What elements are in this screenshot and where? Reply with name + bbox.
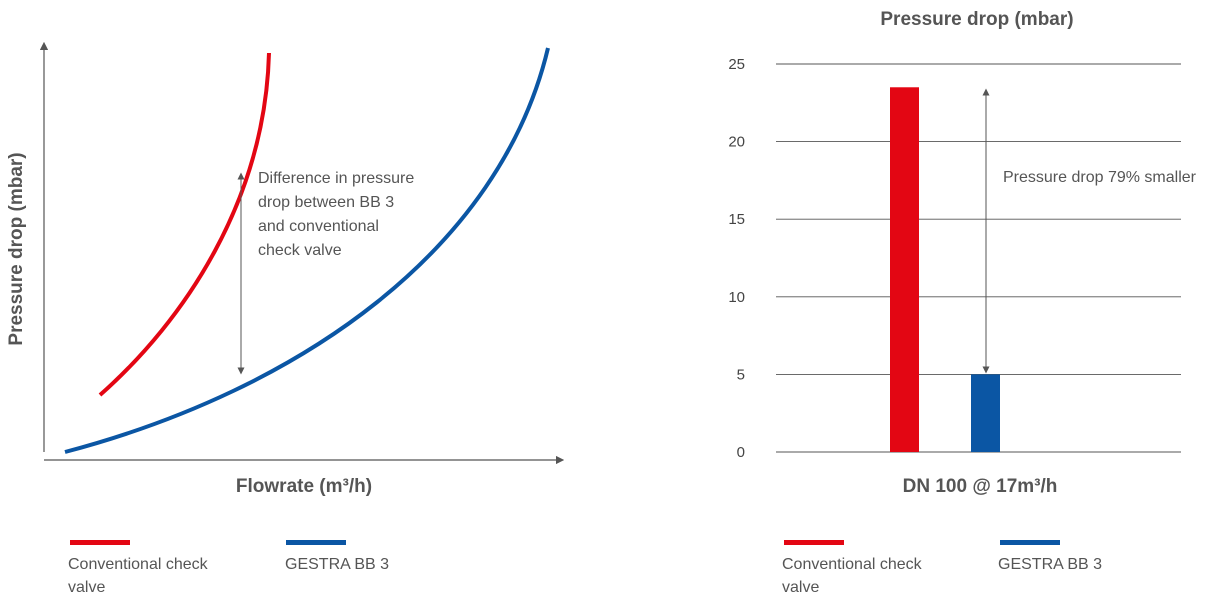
left-chart: Pressure drop (mbar) Flowrate (m³/h) Dif… — [6, 41, 565, 497]
legend-label-conventional-right-line-2: valve — [782, 579, 820, 596]
y-tick-label: 15 — [728, 211, 745, 228]
pressure-drop-annotation: Pressure drop 79% smaller — [1003, 169, 1197, 186]
left-y-axis-label: Pressure drop (mbar) — [6, 152, 27, 345]
right-bars — [890, 87, 1000, 452]
y-tick-label: 10 — [728, 289, 745, 306]
legend-label-gestra: GESTRA BB 3 — [285, 553, 389, 576]
difference-annotation-line-1: Difference in pressure — [258, 170, 414, 187]
series-line-gestra — [64, 47, 550, 454]
y-tick-label: 5 — [737, 366, 745, 383]
legend-label-conventional-right: Conventional check valve — [782, 553, 922, 599]
difference-annotation-line-4: check valve — [258, 242, 342, 259]
left-x-axis-label: Flowrate (m³/h) — [236, 476, 372, 497]
legend-swatch-conventional-right — [784, 540, 844, 545]
legend-label-gestra-right-line-1: GESTRA BB 3 — [998, 556, 1103, 573]
legend-label-conventional-right-line-1: Conventional check — [782, 556, 922, 573]
y-tick-label: 0 — [737, 444, 745, 461]
bar-gestra — [971, 374, 1000, 452]
right-chart-title: Pressure drop (mbar) — [880, 9, 1073, 30]
right-y-tick-labels: 0 5 10 15 20 25 — [728, 56, 745, 461]
difference-annotation-line-2: drop between BB 3 — [258, 194, 394, 211]
right-x-axis-label: DN 100 @ 17m³/h — [903, 476, 1058, 497]
right-chart: Pressure drop (mbar) 0 5 10 15 20 25 Pressure… — [728, 9, 1196, 497]
legend-label-conventional: Conventional check valve — [68, 553, 208, 599]
y-tick-label: 20 — [728, 134, 745, 151]
series-line-conventional — [98, 52, 271, 397]
legend-label-conventional-line-2: valve — [68, 579, 106, 596]
difference-annotation-line-3: and conventional — [258, 218, 379, 235]
legend-label-gestra-line-1: GESTRA BB 3 — [285, 556, 390, 573]
difference-annotation: Difference in pressure drop between BB 3… — [258, 170, 419, 259]
legend-label-gestra-right: GESTRA BB 3 — [998, 553, 1102, 576]
legend-label-conventional-line-1: Conventional check — [68, 556, 208, 573]
y-tick-label: 25 — [728, 56, 745, 73]
bar-conventional — [890, 87, 919, 452]
legend-swatch-gestra-right — [1000, 540, 1060, 545]
legend-swatch-gestra — [286, 540, 346, 545]
legend-swatch-conventional — [70, 540, 130, 545]
